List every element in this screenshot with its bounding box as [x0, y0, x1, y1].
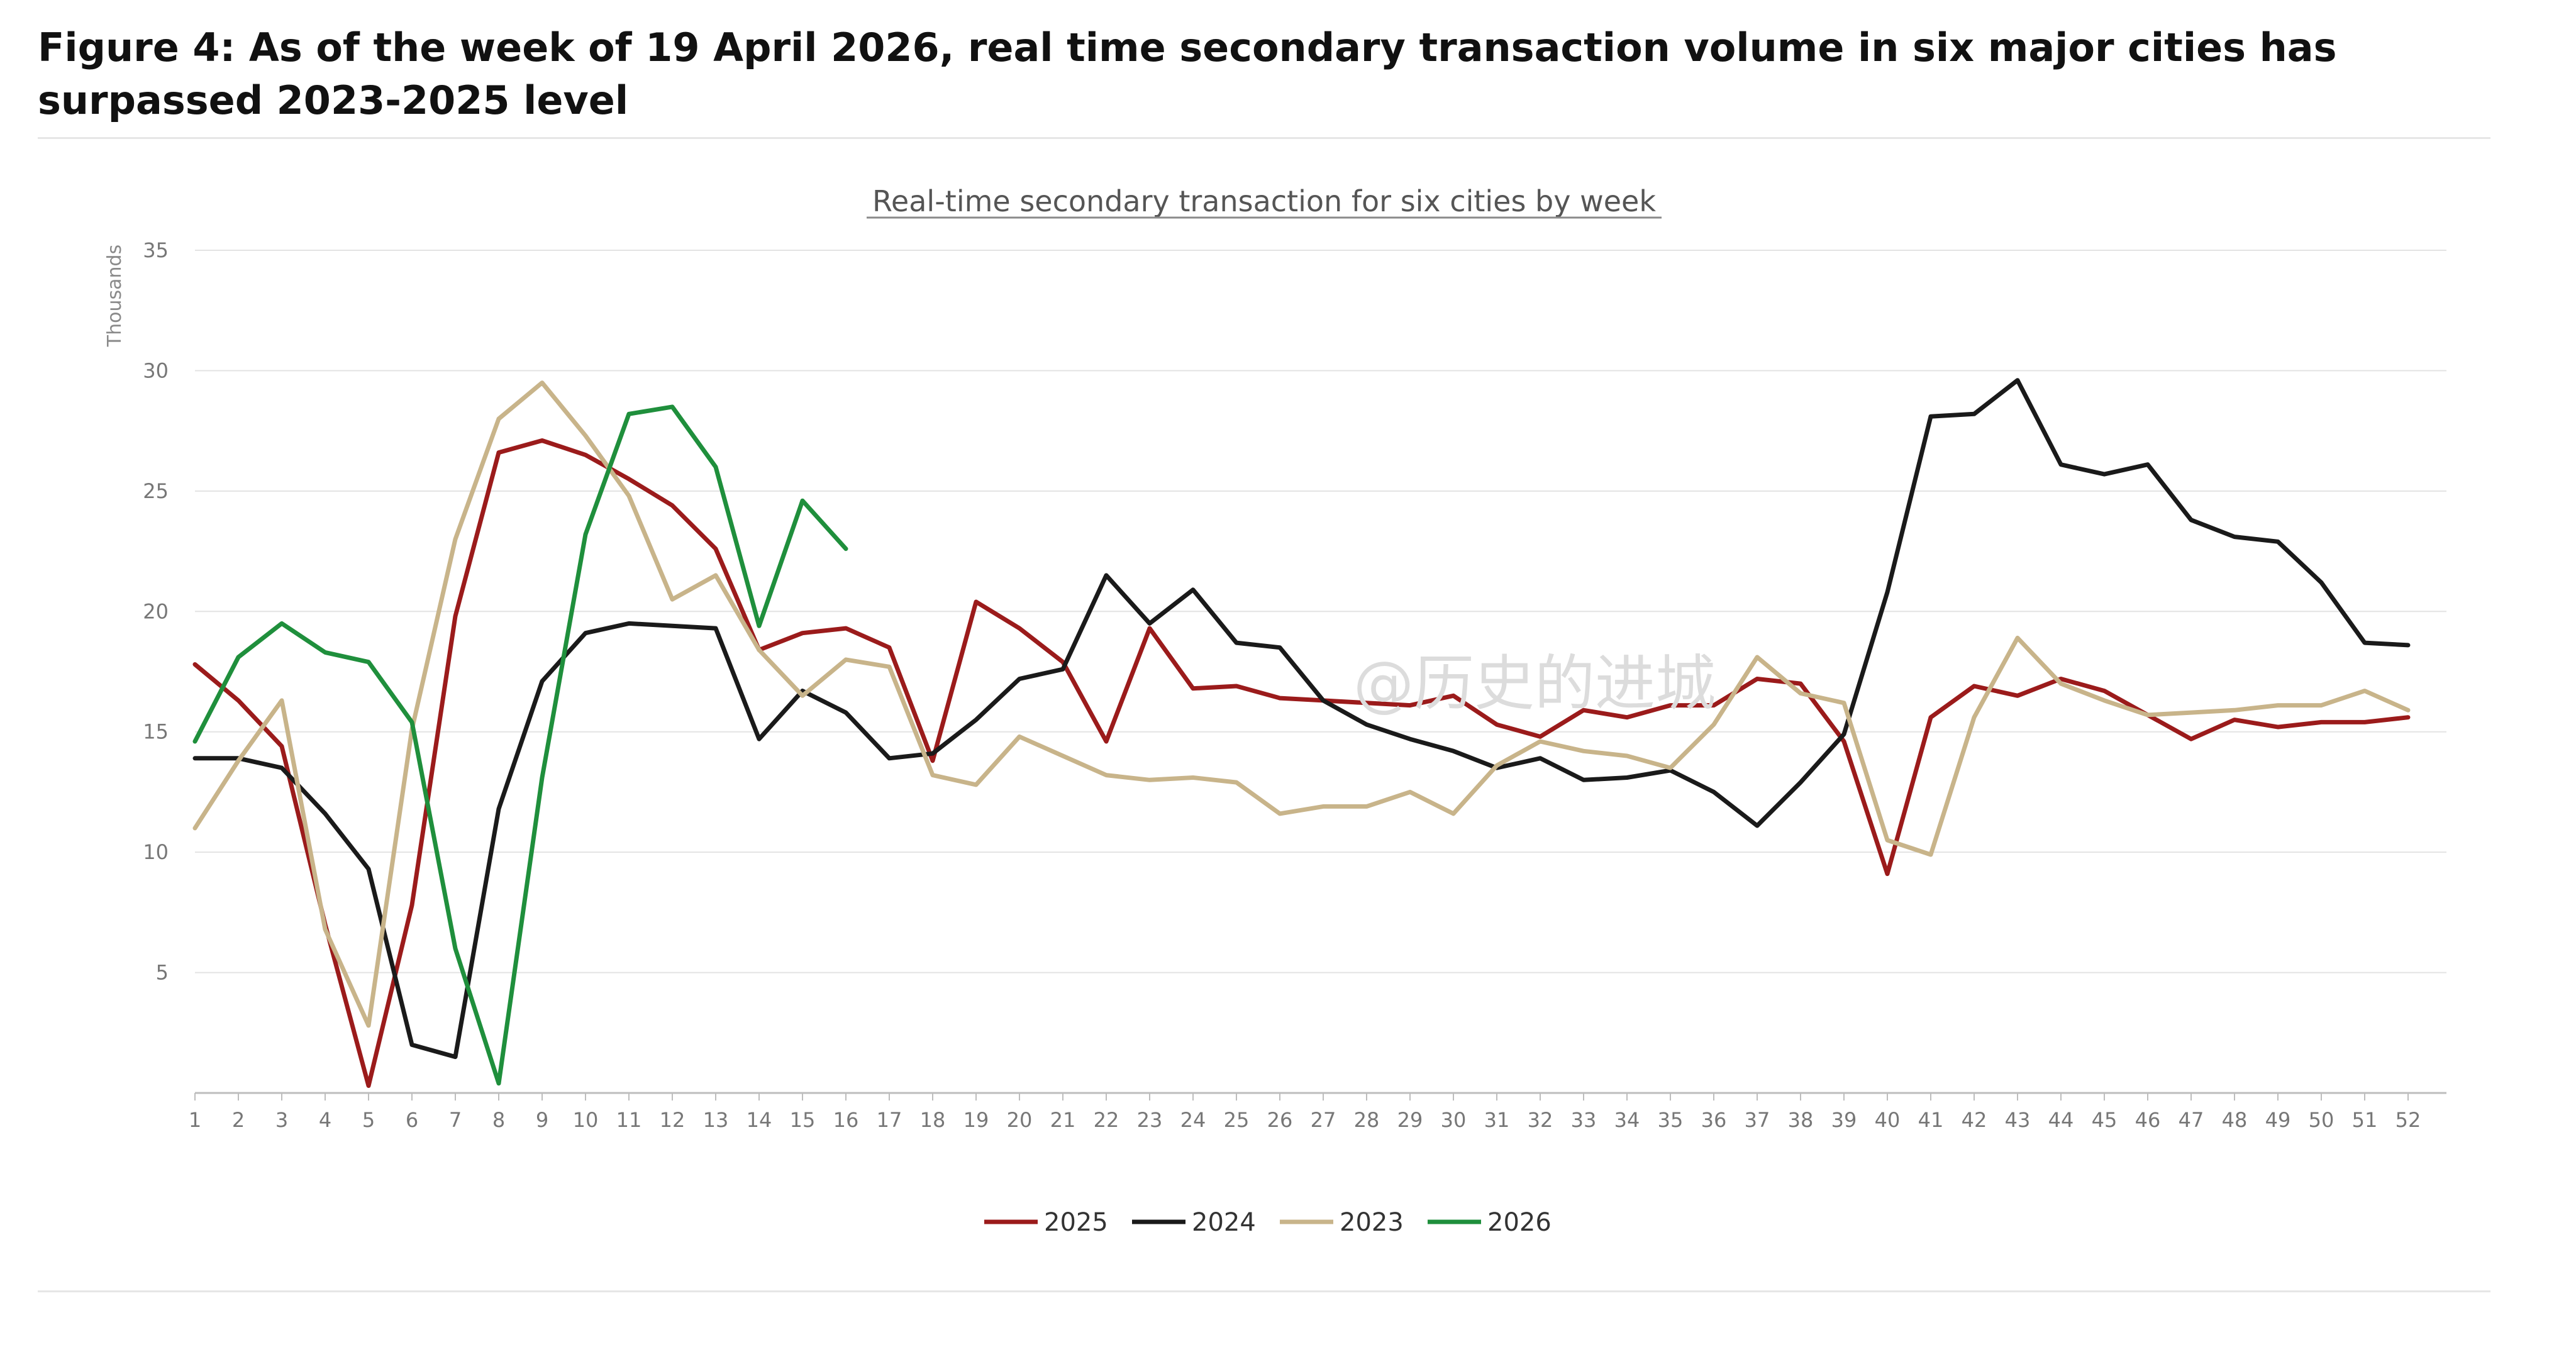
y-tick-label: 30: [143, 358, 169, 382]
gridlines: [195, 250, 2446, 1094]
watermark-text: @历史的进城: [1353, 648, 1716, 719]
figure-title: Figure 4: As of the week of 19 April 202…: [38, 25, 2337, 123]
legend-label-2023: 2023: [1340, 1208, 1404, 1237]
legend-label-2025: 2025: [1044, 1208, 1108, 1237]
x-tick-label: 49: [2265, 1108, 2291, 1132]
x-tick-label: 22: [1094, 1108, 1119, 1132]
x-tick-label: 45: [2092, 1108, 2118, 1132]
x-tick-label: 12: [660, 1108, 686, 1132]
x-tick-label: 37: [1745, 1108, 1770, 1132]
x-tick-label: 42: [1962, 1108, 1987, 1132]
legend-label-2026: 2026: [1487, 1208, 1552, 1237]
x-tick-label: 5: [362, 1108, 375, 1132]
x-tick-label: 39: [1831, 1108, 1857, 1132]
x-tick-label: 29: [1397, 1108, 1423, 1132]
x-tick-label: 13: [703, 1108, 729, 1132]
x-tick-label: 31: [1484, 1108, 1510, 1132]
series-lines: [192, 378, 2411, 1088]
x-tick-label: 36: [1701, 1108, 1727, 1132]
x-tick-label: 33: [1571, 1108, 1597, 1132]
series-line-2024: [192, 378, 2411, 1060]
y-tick-label: 5: [156, 961, 169, 985]
x-tick-label: 3: [275, 1108, 288, 1132]
x-tick-label: 52: [2396, 1108, 2421, 1132]
x-tick-label: 20: [1007, 1108, 1033, 1132]
x-tick-label: 43: [2005, 1108, 2031, 1132]
series-line-2023: [192, 380, 2411, 1028]
footer-divider: [38, 1290, 2490, 1292]
x-tick-label: 14: [747, 1108, 772, 1132]
x-tick-label: 46: [2135, 1108, 2161, 1132]
y-tick-label: 35: [143, 238, 169, 262]
x-tick-label: 26: [1267, 1108, 1293, 1132]
series-line-2025: [192, 438, 2411, 1088]
x-tick-label: 9: [536, 1108, 548, 1132]
legend-label-2024: 2024: [1192, 1208, 1256, 1237]
y-axis-label: Thousands: [104, 245, 126, 347]
x-tick-label: 47: [2179, 1108, 2204, 1132]
x-tick-label: 8: [492, 1108, 505, 1132]
x-tick-label: 18: [920, 1108, 946, 1132]
x-tick-label: 25: [1224, 1108, 1250, 1132]
x-tick-label: 51: [2352, 1108, 2378, 1132]
x-tick-label: 38: [1788, 1108, 1814, 1132]
x-tick-label: 17: [877, 1108, 902, 1132]
x-tick-label: 1: [189, 1108, 201, 1132]
x-tick-label: 30: [1441, 1108, 1467, 1132]
x-tick-label: 2: [232, 1108, 245, 1132]
x-tick-label: 19: [963, 1108, 989, 1132]
title-divider: [38, 137, 2490, 139]
x-tick-label: 10: [573, 1108, 599, 1132]
x-tick-label: 21: [1050, 1108, 1076, 1132]
y-tick-label: 15: [143, 720, 169, 744]
x-tick-label: 27: [1311, 1108, 1336, 1132]
x-tick-label: 40: [1875, 1108, 1901, 1132]
y-tick-label: 10: [143, 840, 169, 864]
y-tick-label: 25: [143, 479, 169, 503]
x-tick-label: 32: [1528, 1108, 1553, 1132]
x-tick-label: 23: [1137, 1108, 1163, 1132]
x-tick-label: 35: [1658, 1108, 1684, 1132]
x-tick-label: 16: [833, 1108, 859, 1132]
x-axis-ticks: 1 2 3 4 5 6 7 8 9 10 11 12 13 14 15 16 17 18 19 20 21 22 23 24 2…: [189, 1093, 2421, 1132]
y-axis-ticks: 5 10 15 20 25 30 35: [143, 238, 169, 985]
x-tick-label: 48: [2222, 1108, 2248, 1132]
x-tick-label: 34: [1614, 1108, 1640, 1132]
legend: 2025 2024 2023 2026: [984, 1208, 1552, 1237]
x-tick-label: 4: [319, 1108, 331, 1132]
x-tick-label: 41: [1918, 1108, 1944, 1132]
x-tick-label: 24: [1180, 1108, 1206, 1132]
chart-title: Real-time secondary transaction for six …: [872, 184, 1656, 218]
x-tick-label: 15: [790, 1108, 816, 1132]
series-line-2026: [192, 404, 848, 1086]
x-tick-label: 44: [2048, 1108, 2074, 1132]
x-tick-label: 50: [2309, 1108, 2334, 1132]
x-tick-label: 6: [406, 1108, 418, 1132]
x-tick-label: 11: [616, 1108, 642, 1132]
y-tick-label: 20: [143, 599, 169, 623]
x-tick-label: 28: [1354, 1108, 1380, 1132]
x-tick-label: 7: [449, 1108, 462, 1132]
